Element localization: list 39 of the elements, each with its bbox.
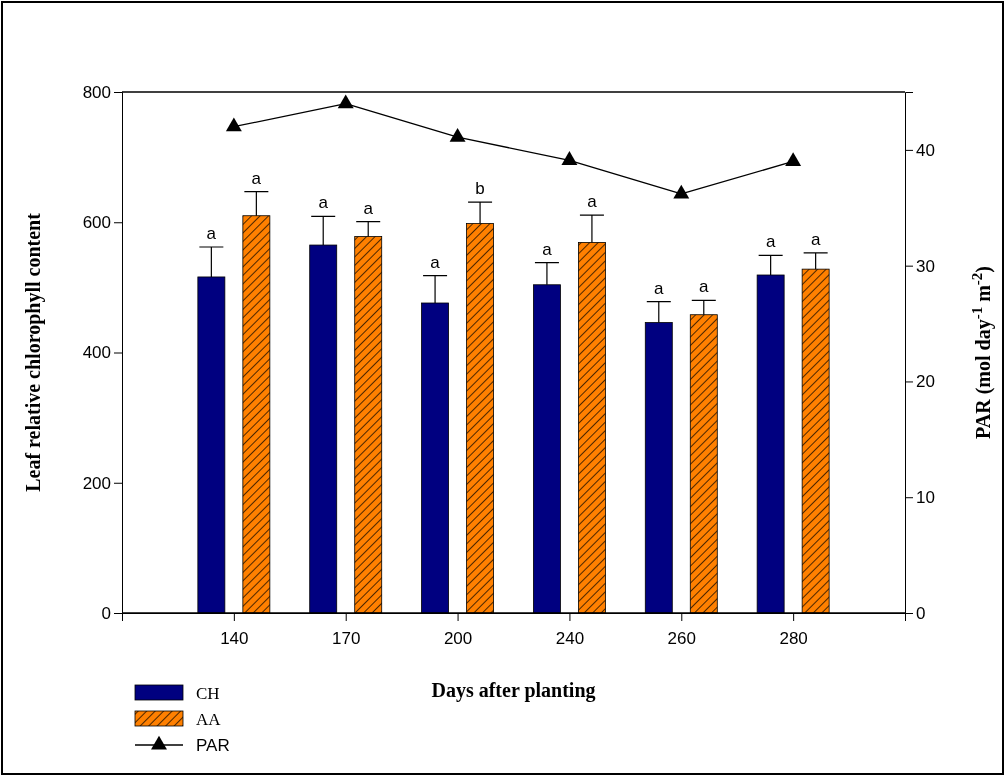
y2-tick-label: 0 bbox=[916, 603, 926, 623]
point bbox=[561, 151, 578, 165]
x-tick-label: 170 bbox=[332, 629, 361, 649]
y2-tick-label: 10 bbox=[916, 488, 935, 508]
y-tick-label: 0 bbox=[101, 603, 111, 623]
annotation: a bbox=[251, 168, 262, 188]
x-axis-title: Days after planting bbox=[431, 679, 596, 702]
y2-tick-label: 20 bbox=[916, 372, 935, 392]
annotation: a bbox=[430, 252, 441, 272]
y-tick-label: 800 bbox=[82, 82, 111, 102]
y-tick-label: 600 bbox=[82, 213, 111, 233]
x-tick-label: 200 bbox=[443, 629, 473, 649]
point bbox=[337, 94, 354, 109]
annotation: a bbox=[587, 192, 598, 212]
x-tick-label: 240 bbox=[555, 629, 585, 649]
annotation: a bbox=[699, 277, 710, 297]
legend-label: AA bbox=[196, 710, 222, 729]
legend-label: CH bbox=[196, 684, 220, 703]
point bbox=[673, 184, 690, 199]
y2-tick-label: 40 bbox=[916, 140, 935, 160]
y2-tick-label: 30 bbox=[916, 256, 935, 276]
annotation: a bbox=[542, 239, 553, 259]
x-tick-label: 260 bbox=[667, 629, 696, 649]
y-tick-label: 400 bbox=[82, 343, 111, 363]
x-tick-label: 140 bbox=[220, 629, 249, 649]
annotation: a bbox=[363, 198, 374, 218]
y-tick-label: 200 bbox=[82, 473, 111, 493]
annotation: a bbox=[206, 224, 217, 243]
y-axis-title: Leaf relative chlorophyll content bbox=[22, 212, 45, 492]
annotation: a bbox=[654, 278, 665, 298]
x-tick-label: 280 bbox=[779, 629, 808, 649]
legend-label: PAR bbox=[196, 736, 230, 755]
point bbox=[449, 127, 466, 142]
point bbox=[785, 152, 802, 167]
point bbox=[225, 117, 242, 132]
annotation: a bbox=[765, 232, 776, 252]
annotation: a bbox=[318, 193, 329, 213]
annotation: b bbox=[475, 179, 485, 199]
annotation: a bbox=[810, 229, 821, 249]
